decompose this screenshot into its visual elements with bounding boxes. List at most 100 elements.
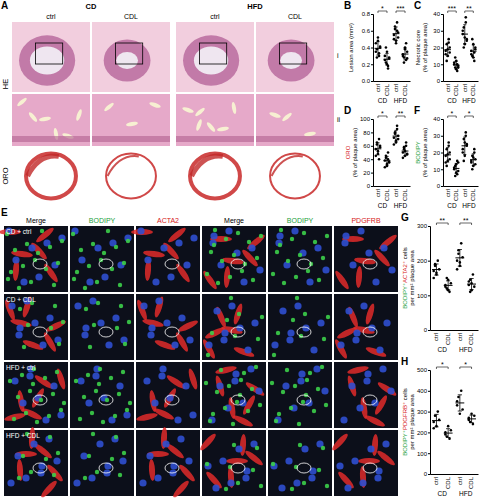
- data-point: [457, 170, 460, 173]
- green-signal: [298, 253, 302, 257]
- x-tick: CDL: [470, 188, 476, 201]
- data-point: [454, 56, 457, 59]
- nucleus: [182, 382, 189, 389]
- data-point: [470, 161, 473, 164]
- panel-label: H: [401, 356, 408, 367]
- cell-outline: [33, 259, 47, 269]
- y-tick-mark: [428, 474, 430, 475]
- green-signal: [56, 451, 60, 455]
- error-bar-cap: [385, 65, 388, 66]
- nucleus: [50, 382, 57, 389]
- image-cleft: [28, 111, 39, 123]
- x-tick: ctrl: [433, 333, 439, 341]
- nucleus: [146, 452, 153, 459]
- image-bg: [334, 362, 398, 428]
- nucleus: [367, 445, 374, 452]
- green-signal: [251, 278, 255, 282]
- image-stain: [108, 156, 139, 176]
- green-signal: [102, 251, 106, 255]
- cell-outline: [363, 259, 377, 269]
- image-bg: [136, 294, 200, 360]
- y-tick-mark: [441, 64, 443, 65]
- data-point: [471, 38, 474, 41]
- data-point: [460, 242, 463, 245]
- image-bg: [176, 22, 254, 92]
- green-signal: [219, 368, 223, 372]
- data-point: [444, 161, 447, 164]
- y-axis-title-part: cells: [402, 388, 408, 402]
- data-point: [432, 427, 435, 430]
- nucleus: [228, 302, 235, 309]
- data-point: [472, 43, 475, 46]
- x-tick: ctrl: [457, 333, 463, 341]
- error-bar-cap: [469, 278, 473, 279]
- green-signal: [215, 390, 219, 394]
- y-axis-line: [428, 227, 431, 331]
- red-signal: [136, 412, 159, 423]
- green-signal: [301, 400, 305, 404]
- nucleus: [82, 324, 89, 331]
- data-point: [395, 42, 398, 45]
- y-tick: 40: [433, 116, 443, 122]
- nucleus: [177, 435, 184, 442]
- green-signal: [208, 419, 212, 423]
- image-cell: [3, 294, 68, 360]
- green-signal: [204, 381, 208, 385]
- x-tick-label: ctrl: [462, 84, 468, 92]
- nucleus: [147, 331, 154, 338]
- green-signal: [312, 409, 316, 413]
- nucleus: [225, 227, 232, 234]
- y-axis-title: BODIPY⁺ACTA2⁺ cells: [402, 247, 408, 309]
- y-axis-title: (% of plaque area): [352, 128, 358, 177]
- y-tick-mark: [371, 81, 373, 82]
- green-signal: [6, 277, 10, 281]
- x-tick-label: CDL: [402, 188, 408, 201]
- y-axis: 0100200300400500: [417, 367, 431, 477]
- image-cleft: [217, 126, 230, 132]
- image-bg: [70, 294, 134, 360]
- error-bar-cap: [385, 156, 388, 157]
- data-point: [378, 138, 381, 141]
- green-signal: [12, 417, 16, 421]
- red-signal: [135, 299, 149, 322]
- data-point: [462, 160, 465, 163]
- green-signal: [9, 270, 13, 274]
- green-signal: [275, 250, 279, 254]
- nucleus: [123, 411, 130, 418]
- data-point: [404, 46, 407, 49]
- green-signal: [71, 232, 75, 236]
- nucleus: [240, 278, 247, 285]
- red-signal: [244, 380, 266, 397]
- green-signal: [78, 417, 82, 421]
- x-tick-label: ctrl: [375, 84, 381, 92]
- nucleus: [111, 435, 118, 442]
- green-signal: [232, 443, 236, 447]
- data-point: [387, 151, 390, 154]
- error-bar-stem: [459, 395, 460, 411]
- error-bar-cap: [385, 165, 388, 166]
- image-band: [12, 136, 90, 142]
- chart-D: D020406080100ctrlCDLctrlCDLCDHFDORO(% of…: [344, 105, 411, 209]
- error-bar: [403, 146, 406, 155]
- image-cleft: [182, 106, 195, 114]
- data-point: [384, 166, 387, 169]
- red-signal: [371, 434, 379, 456]
- x-tick: CDL: [445, 476, 451, 489]
- red-signal: [177, 463, 196, 483]
- row-label: CD + CDL: [6, 296, 36, 303]
- y-tick-mark: [371, 48, 373, 49]
- x-tick: ctrl: [375, 84, 381, 92]
- error-bar-stem: [448, 281, 449, 290]
- y-axis-title-part: per mm² plaque area: [409, 393, 415, 449]
- green-signal: [26, 323, 30, 327]
- nucleus: [348, 382, 355, 389]
- image-plaque: [104, 40, 151, 82]
- nucleus: [208, 416, 215, 423]
- y-tick-label: 60: [363, 143, 370, 149]
- green-signal: [17, 286, 21, 290]
- x-tick: CDL: [384, 188, 390, 201]
- x-tick-label: CDL: [468, 476, 474, 489]
- image-bg: [268, 362, 332, 428]
- green-signal: [224, 237, 228, 241]
- green-signal: [325, 234, 329, 238]
